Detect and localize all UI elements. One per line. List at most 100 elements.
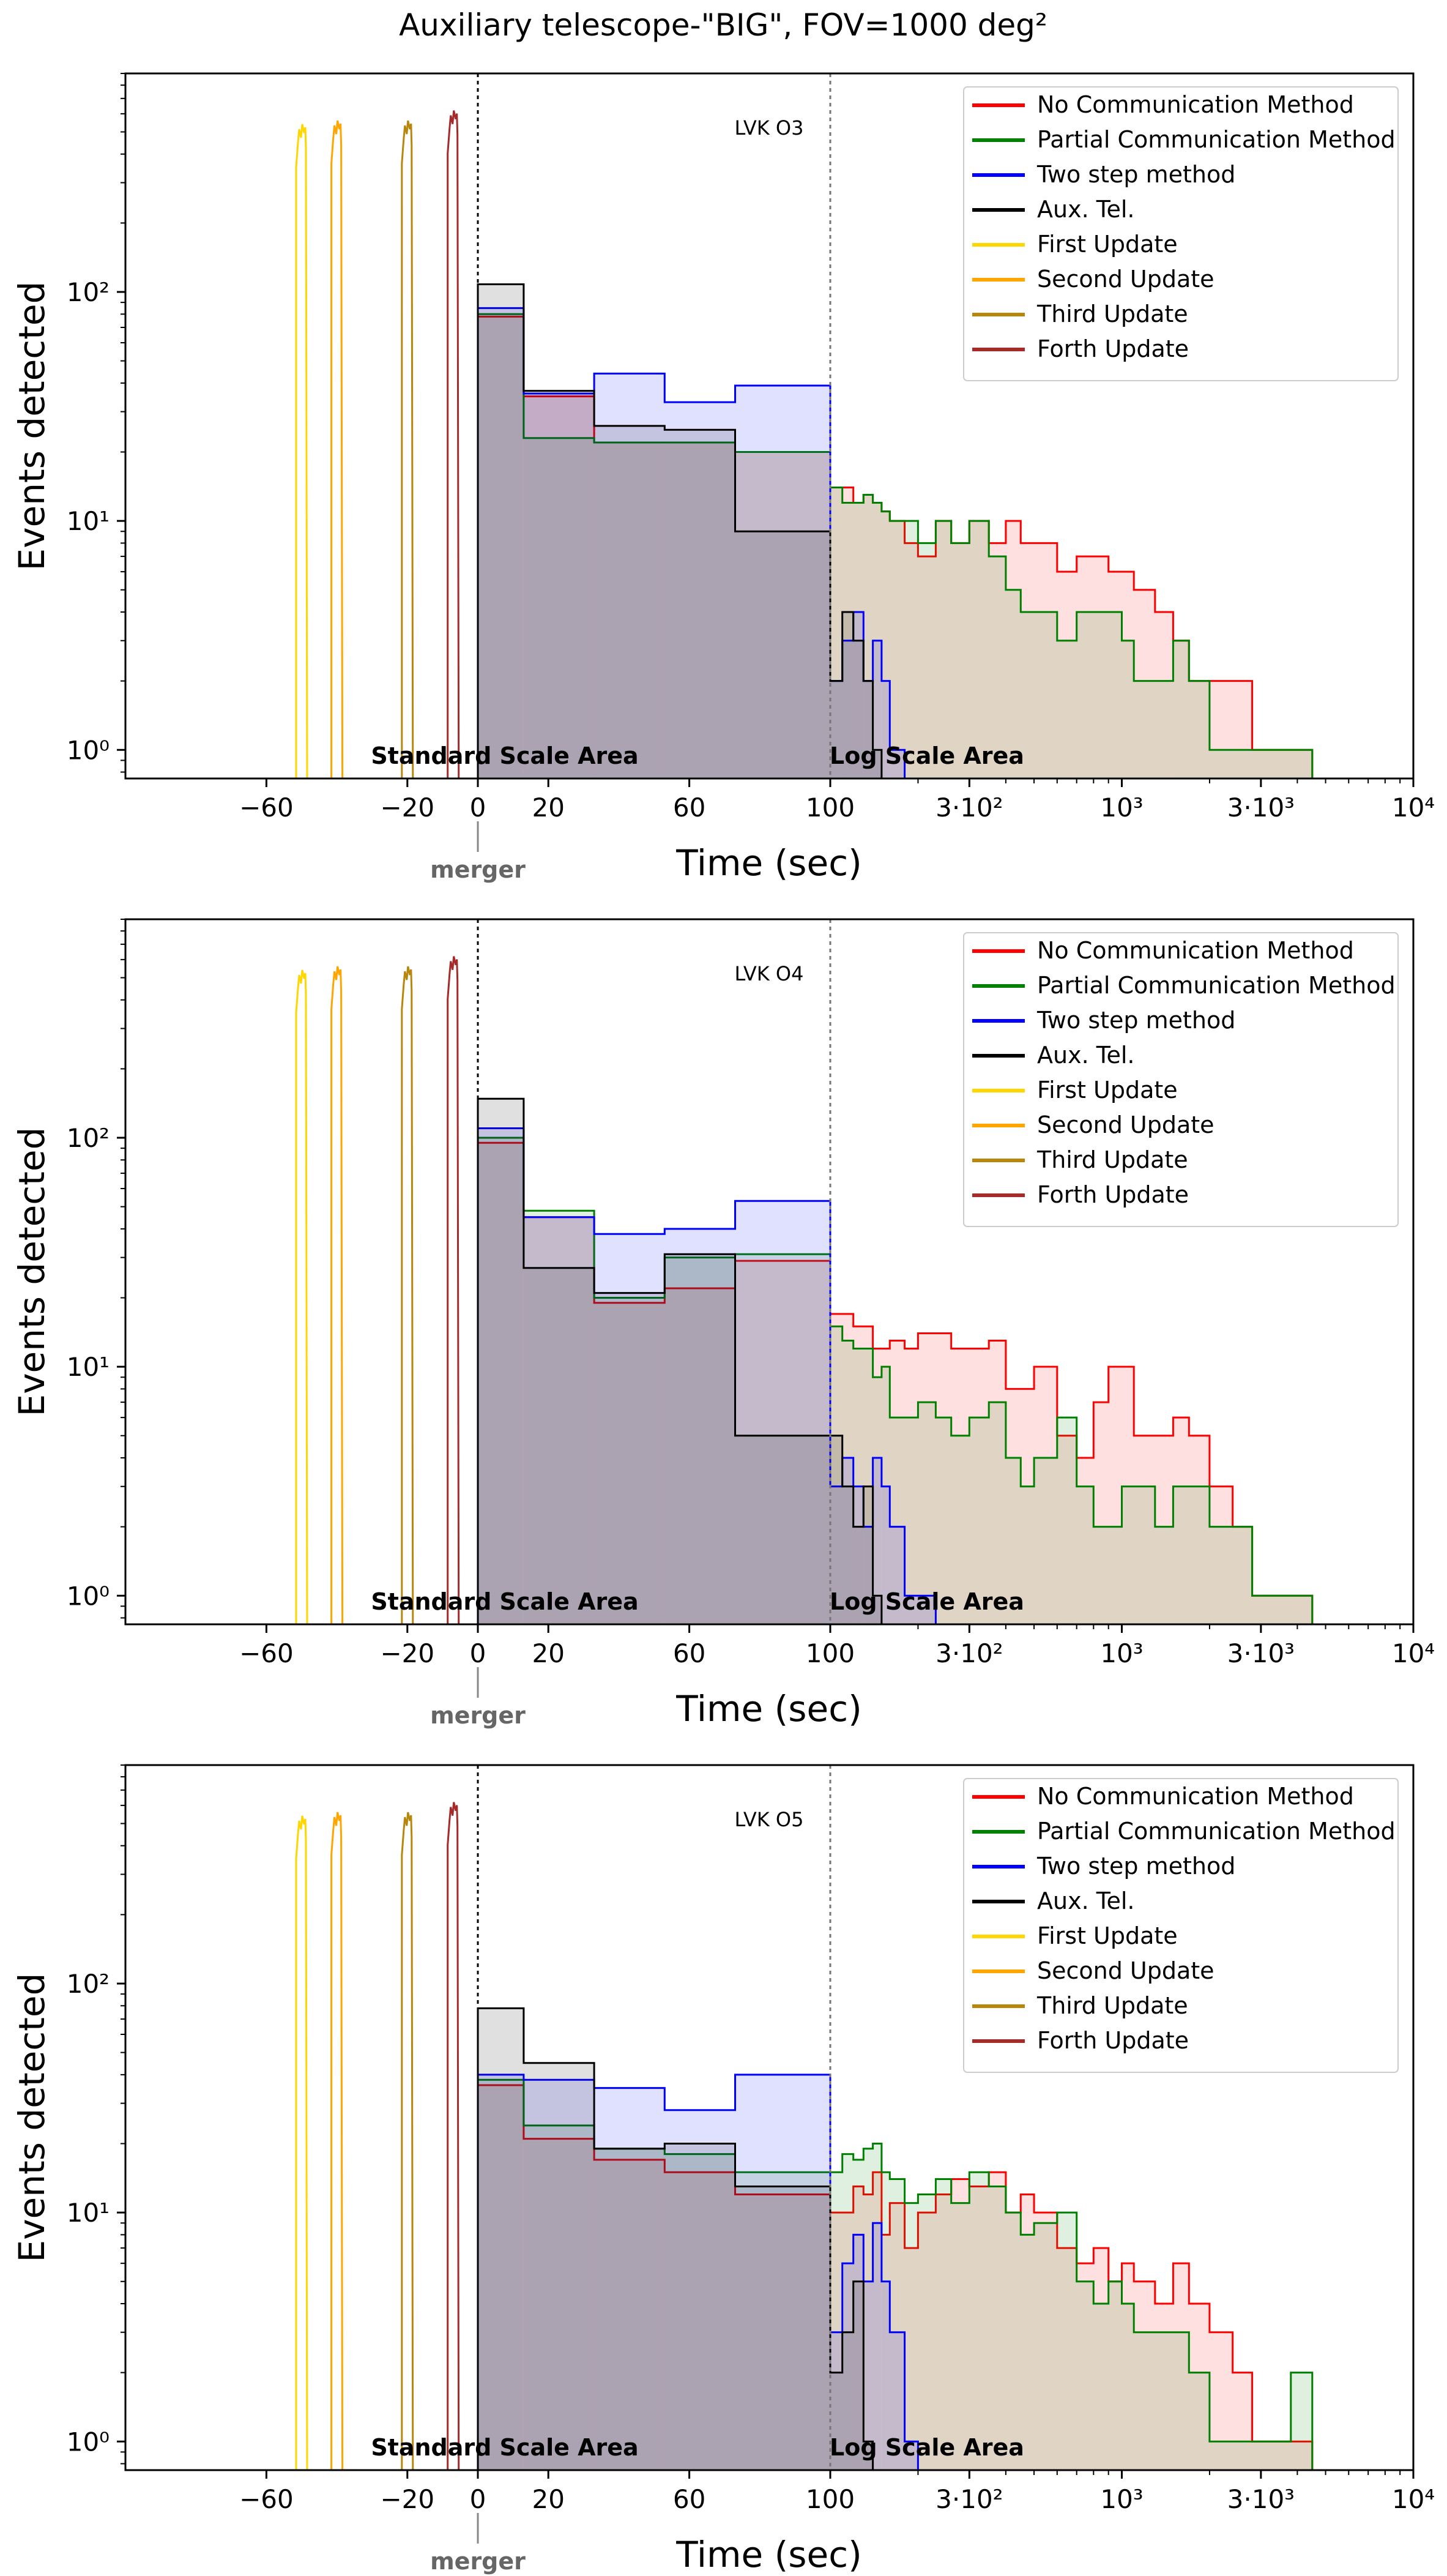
bar-two-step	[872, 640, 882, 778]
bar-partial-comm	[904, 2203, 918, 2470]
x-axis-label: Time (sec)	[675, 2534, 861, 2575]
bar-partial-comm	[1173, 2332, 1189, 2470]
bar-aux-tel	[594, 425, 665, 778]
x-tick-label: 3·10³	[1227, 1638, 1295, 1668]
bar-no-comm	[1005, 1389, 1021, 1624]
peak-third-update	[401, 120, 414, 779]
bar-no-comm	[1252, 750, 1273, 778]
bar-no-comm	[1252, 2441, 1273, 2470]
bar-partial-comm	[853, 2159, 864, 2470]
x-tick-label: 60	[673, 793, 705, 823]
bar-no-comm	[1057, 1435, 1077, 1624]
x-tick-label: 10⁴	[1392, 793, 1435, 823]
bar-partial-comm	[1209, 750, 1233, 778]
bar-aux-tel	[664, 1254, 735, 1624]
merger-label: merger	[430, 2548, 526, 2575]
legend-label: Partial Communication Method	[1037, 972, 1396, 999]
y-tick-label: 10¹	[67, 2198, 110, 2228]
bar-two-step	[853, 1486, 864, 1624]
bar-no-comm	[1076, 556, 1094, 778]
bar-partial-comm	[890, 521, 905, 778]
bar-partial-comm	[872, 2143, 882, 2470]
bar-no-comm	[594, 2159, 665, 2470]
bar-no-comm	[863, 2194, 873, 2470]
bar-partial-comm	[735, 1254, 830, 1624]
bar-partial-comm	[1209, 1526, 1233, 1624]
bar-no-comm	[1155, 1435, 1174, 1624]
y-tick-label: 10¹	[67, 1352, 110, 1382]
x-tick-label: 20	[532, 793, 564, 823]
bar-partial-comm	[1021, 612, 1035, 778]
bar-partial-comm	[969, 2172, 989, 2470]
log-scale-label: Log Scale Area	[830, 2434, 1024, 2461]
panel-title: LVK O3	[735, 116, 804, 140]
line-aux-tel	[477, 283, 883, 778]
x-tick-label: 10⁴	[1392, 2484, 1435, 2514]
bar-two-step	[881, 681, 890, 778]
bar-no-comm	[1173, 2263, 1189, 2470]
bar-two-step	[478, 1128, 524, 1624]
x-tick-label: 3·10³	[1227, 793, 1295, 823]
series-partial-comm	[477, 313, 1314, 778]
bar-two-step	[830, 2332, 843, 2470]
bar-no-comm	[830, 2212, 843, 2470]
bar-partial-comm	[904, 521, 918, 778]
bar-partial-comm	[735, 452, 830, 778]
bar-aux-tel	[830, 681, 843, 778]
bar-no-comm	[594, 442, 665, 778]
log-scale-label: Log Scale Area	[830, 1588, 1024, 1615]
legend: No Communication Method Partial Communica…	[963, 1778, 1399, 2073]
standard-scale-label: Standard Scale Area	[371, 742, 638, 769]
bar-aux-tel	[872, 1596, 882, 1624]
bar-two-step	[904, 1596, 918, 1624]
legend-label: First Update	[1037, 231, 1178, 258]
bar-two-step	[735, 2074, 830, 2470]
x-tick-label: 3·10³	[1227, 2484, 1295, 2514]
bar-partial-comm	[1122, 640, 1134, 778]
bar-partial-comm	[1057, 1417, 1077, 1624]
series-no-comm	[477, 1141, 1314, 1624]
legend-label: No Communication Method	[1037, 91, 1354, 118]
bar-partial-comm	[1108, 2281, 1122, 2470]
bar-no-comm	[735, 1261, 830, 1624]
bar-aux-tel	[478, 2008, 524, 2470]
bar-no-comm	[1021, 2194, 1035, 2470]
bar-no-comm	[1021, 1389, 1035, 1624]
bar-partial-comm	[1057, 640, 1077, 778]
x-tick-label: −20	[380, 2484, 434, 2514]
bar-partial-comm	[1273, 2441, 1291, 2470]
bar-partial-comm	[842, 2154, 854, 2470]
bar-aux-tel	[735, 2186, 830, 2470]
bar-partial-comm	[842, 1340, 854, 1624]
bar-partial-comm	[523, 438, 595, 778]
bar-no-comm	[1290, 750, 1312, 778]
bar-partial-comm	[1173, 1486, 1189, 1624]
bar-aux-tel	[735, 531, 830, 778]
legend-box	[963, 932, 1399, 1227]
x-tick-label: −20	[380, 1638, 434, 1668]
bar-two-step	[478, 2074, 524, 2470]
legend-label: No Communication Method	[1037, 1783, 1354, 1810]
x-tick-label: 0	[470, 2484, 486, 2514]
bar-partial-comm	[1005, 589, 1021, 778]
bar-aux-tel	[830, 1435, 843, 1624]
y-tick-label: 10⁰	[67, 1581, 110, 1611]
legend-label: Aux. Tel.	[1037, 196, 1135, 223]
legend: No Communication Method Partial Communica…	[963, 86, 1399, 381]
bar-no-comm	[1232, 681, 1252, 778]
legend-box	[963, 86, 1399, 381]
panel-3: 10⁰ 10¹ 10² −60 −20 0 20 60 100 3·10² 10³ 3·10³ 10⁴ T…	[11, 1764, 1435, 2575]
legend-label: Aux. Tel.	[1037, 1042, 1135, 1069]
x-tick-label: 100	[806, 1638, 855, 1668]
bar-no-comm	[918, 2212, 936, 2470]
bar-no-comm	[1232, 2372, 1252, 2470]
bar-two-step	[664, 402, 735, 778]
bar-partial-comm	[1155, 1526, 1174, 1624]
legend-label: No Communication Method	[1037, 937, 1354, 964]
legend-label: Third Update	[1036, 1992, 1188, 2019]
bar-no-comm	[1273, 2441, 1291, 2470]
legend-label: Forth Update	[1037, 335, 1189, 362]
line-aux-tel	[477, 2007, 874, 2470]
merger-label: merger	[430, 856, 526, 883]
x-tick-label: 3·10²	[936, 2484, 1003, 2514]
